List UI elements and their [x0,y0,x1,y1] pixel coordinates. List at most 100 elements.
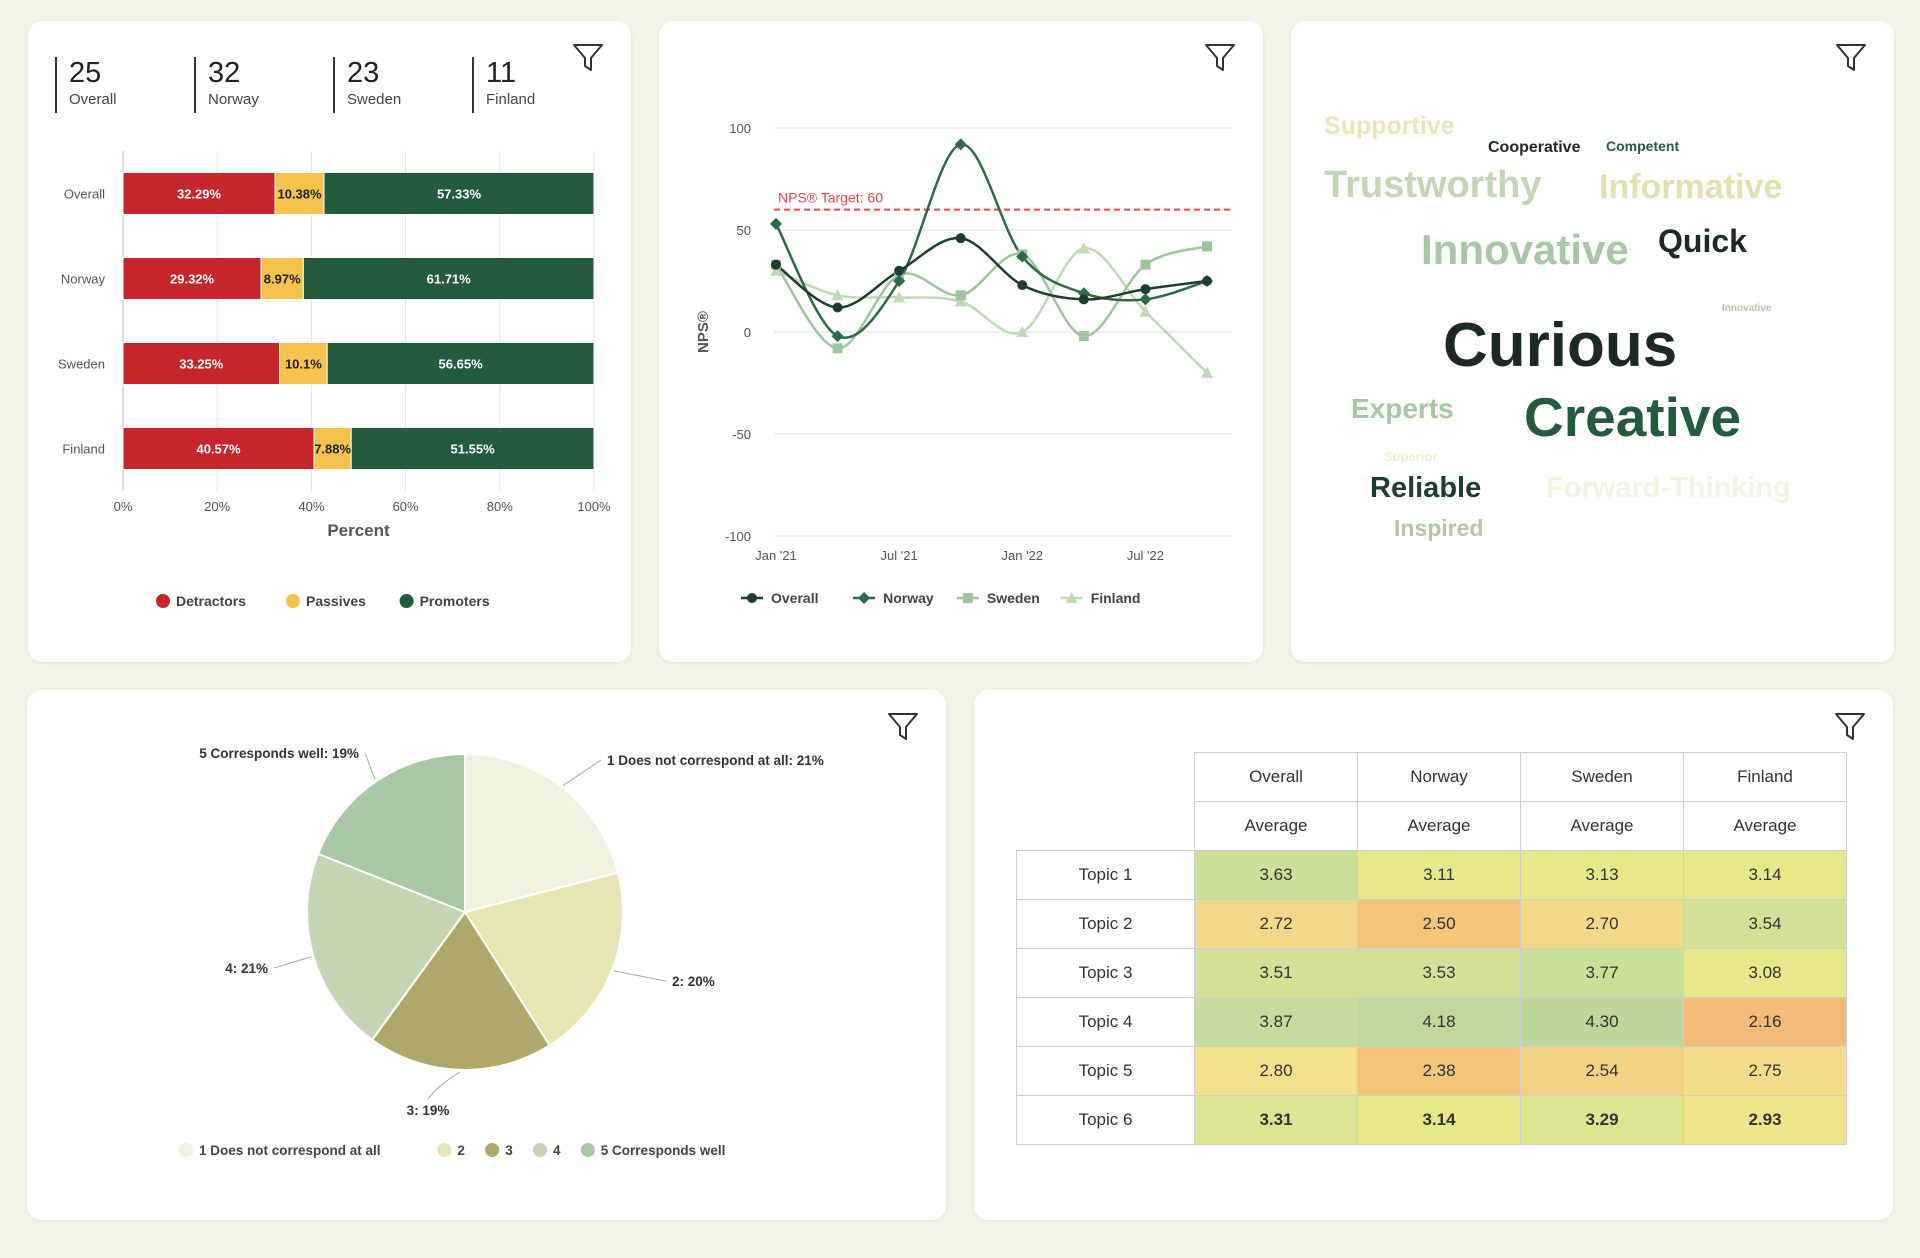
word-cloud-term[interactable]: Quick [1658,223,1747,259]
kpi-overall: 25 Overall [55,57,180,113]
line-point [1017,280,1028,291]
word-cloud-term[interactable]: Supportive [1324,112,1455,140]
x-tick-label: 40% [298,499,324,514]
y-tick-label: -50 [732,427,751,442]
legend-label[interactable]: Sweden [987,590,1040,606]
word-cloud-term[interactable]: Innovative [1421,226,1629,273]
legend-label[interactable]: Overall [771,590,818,606]
legend-label[interactable]: Passives [306,593,366,609]
line-point [955,233,966,244]
filter-icon[interactable] [571,41,605,75]
word-cloud-term[interactable]: Inspired [1394,515,1483,541]
kpi-value: 11 [486,57,517,89]
word-cloud-term[interactable]: Curious [1443,311,1677,380]
word-cloud-term[interactable]: Informative [1599,168,1782,206]
word-cloud-term[interactable]: Cooperative [1488,139,1581,156]
pie-slice[interactable] [463,871,624,1047]
line-point [1078,294,1089,305]
legend-label[interactable]: 2 [457,1143,465,1158]
bar-data-label: 10.1% [285,357,322,372]
line-point [954,295,967,307]
word-cloud-term[interactable]: Competent [1606,138,1679,154]
heatmap-cell: 2.16 [1683,997,1847,1047]
heatmap-cell: 2.80 [1194,1046,1358,1096]
column-subheader: Average [1683,801,1847,851]
word-cloud-term[interactable]: Superior [1384,449,1437,464]
line-point [770,217,782,230]
bar-segment [122,342,281,385]
bar-segment [326,342,595,385]
heatmap-cell: 2.70 [1520,899,1684,949]
heatmap-cell: 2.50 [1357,899,1521,949]
series-line [775,247,1208,374]
pie-connector [364,752,376,780]
legend-label[interactable]: Finland [1091,590,1141,606]
pie-connector [562,759,602,786]
pie-data-label: 4: 21% [225,961,268,976]
line-point [954,138,967,151]
row-label: Topic 2 [1016,899,1195,949]
legend-label[interactable]: 5 Corresponds well [601,1143,726,1158]
pie-slice[interactable] [370,910,552,1071]
line-point [1201,366,1213,378]
y-tick-label: Norway [61,272,106,287]
legend-marker [286,594,300,608]
word-cloud-term[interactable]: Innovative [1722,303,1772,314]
pie-connector [613,970,667,982]
row-label: Topic 5 [1016,1046,1195,1096]
column-subheader: Average [1194,801,1358,851]
legend-label[interactable]: 1 Does not correspond at all [199,1143,381,1158]
filter-icon[interactable] [1203,41,1237,75]
kpi-value: 32 [208,57,241,89]
kpi-label: Norway [208,91,259,108]
heatmap-cell: 3.53 [1357,948,1521,998]
pie-data-label: 1 Does not correspond at all: 21% [607,753,824,768]
legend-label[interactable]: 3 [505,1143,513,1158]
pie-chart: 1 Does not correspond at all: 21% 2: 20% 3… [179,746,824,1158]
heatmap-cell: 3.31 [1194,1095,1358,1145]
legend-label[interactable]: Norway [883,590,934,606]
bar-segment [323,172,595,215]
bar-data-label: 57.33% [437,187,482,202]
line-point [832,343,843,354]
filter-icon[interactable] [886,710,920,744]
legend-label[interactable]: Detractors [176,593,246,609]
word-cloud-term[interactable]: Reliable [1370,472,1481,504]
line-point [893,291,906,303]
x-axis-label: Percent [327,521,390,540]
bar-segment [260,257,304,300]
kpi-norway: 32 Norway [194,57,319,113]
legend-marker [580,1143,595,1157]
pie-slice[interactable] [316,752,466,914]
column-header: Sweden [1520,752,1684,802]
legend-label[interactable]: Promoters [420,593,490,609]
row-label: Topic 4 [1016,997,1195,1047]
bar-data-label: 51.55% [451,442,496,457]
line-point [1078,331,1089,342]
word-cloud-term[interactable]: Experts [1351,393,1454,424]
word-cloud-term[interactable]: Creative [1524,386,1741,448]
kpi-label: Finland [486,91,536,108]
nps-trend-card: 100 50 0 -50 -100 NPS® Jan '21 Jul '21 Jan '22 Ju… [659,21,1263,662]
word-cloud-term[interactable]: Trustworthy [1324,164,1541,206]
x-tick-label: Jul '22 [1127,548,1164,563]
x-tick-label: Jul '21 [881,548,918,563]
y-tick-label: -100 [725,529,751,544]
line-point [832,302,843,313]
line-point [1016,250,1029,263]
y-tick-label: 0 [744,325,751,340]
x-tick-label: 100% [577,499,611,514]
heatmap-cell: 3.14 [1357,1095,1521,1145]
bar-data-label: 10.38% [277,187,322,202]
bar-segment [302,257,595,300]
legend-label[interactable]: 4 [553,1143,561,1158]
filter-icon[interactable] [1834,41,1868,75]
heatmap-cell: 3.63 [1194,850,1358,900]
pie-slice[interactable] [306,852,467,1042]
filter-icon[interactable] [1833,710,1867,744]
word-cloud-term[interactable]: Forward-Thinking [1546,472,1791,504]
topics-heatmap-table: Overall Norway Sweden Finland Average Av… [1016,752,1847,1145]
bar-data-label: 40.57% [196,442,241,457]
column-subheader: Average [1520,801,1684,851]
pie-slice[interactable] [464,752,620,914]
